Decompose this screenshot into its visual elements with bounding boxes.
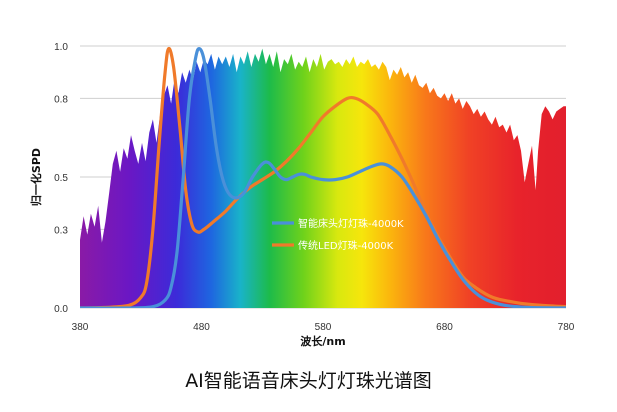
y-tick-label: 0.3 [54,225,68,236]
legend-label-1: 智能床头灯灯珠-4000K [298,217,404,230]
y-tick-label: 0.0 [54,304,68,315]
y-axis-title: 归一化SPD [29,148,43,206]
y-tick-label: 0.8 [54,94,68,105]
plot-area [80,45,566,309]
legend-label-2: 传统LED灯珠-4000K [298,239,394,252]
x-axis-ticks: 380 480 580 680 780 [72,322,575,333]
y-axis-ticks: 0.0 0.3 0.5 0.8 1.0 [54,42,68,315]
y-tick-label: 0.5 [54,173,68,184]
series-layer [80,46,566,308]
x-tick-label: 380 [72,322,89,333]
legend: 智能床头灯灯珠-4000K 传统LED灯珠-4000K [272,217,404,252]
x-tick-label: 680 [436,322,453,333]
x-tick-label: 780 [558,322,575,333]
chart-caption: AI智能语音床头灯灯珠光谱图 [185,370,432,392]
x-tick-label: 480 [193,322,210,333]
series-line-1 [80,47,566,308]
x-tick-label: 580 [315,322,332,333]
y-tick-label: 1.0 [54,42,68,53]
x-axis-title: 波长/nm [300,334,345,348]
